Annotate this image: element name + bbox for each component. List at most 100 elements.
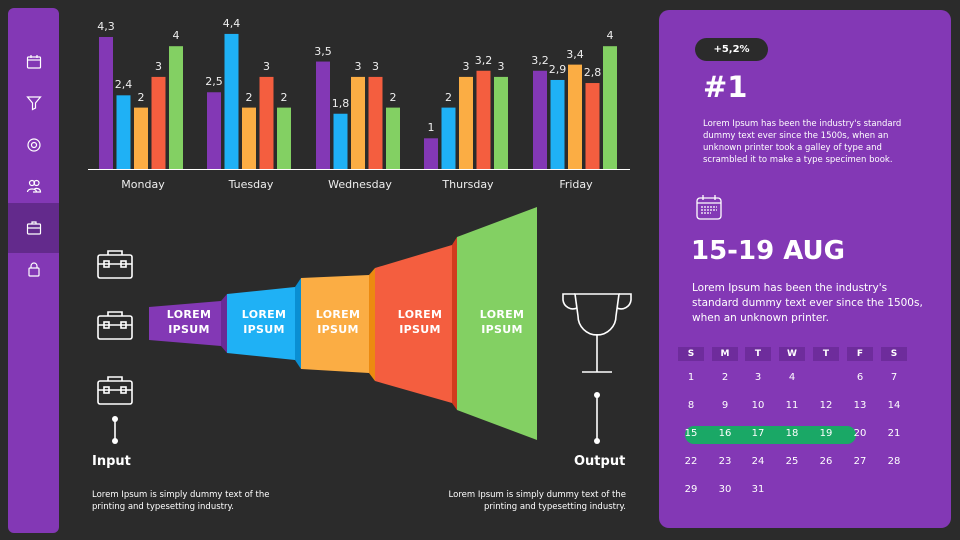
data-label: 4,3 bbox=[97, 19, 115, 33]
bar bbox=[277, 107, 291, 169]
data-label: 1,8 bbox=[331, 96, 350, 110]
x-tick-label: Tuesday bbox=[228, 178, 274, 191]
calendar-day[interactable]: 30 bbox=[718, 484, 732, 495]
calendar-day[interactable]: 6 bbox=[856, 372, 864, 383]
data-label: 2 bbox=[245, 90, 253, 104]
funnel-segment-2 bbox=[227, 287, 295, 360]
weekday-header: M bbox=[712, 347, 738, 361]
bar bbox=[134, 107, 148, 169]
funnel-label-3: LOREM IPSUM bbox=[315, 308, 361, 336]
calendar-icon bbox=[26, 55, 41, 69]
bar bbox=[259, 76, 274, 169]
data-label: 3 bbox=[354, 59, 362, 73]
calendar-day[interactable]: 11 bbox=[785, 400, 799, 411]
calendar-day[interactable]: 13 bbox=[853, 400, 867, 411]
calendar-day[interactable]: 28 bbox=[887, 456, 901, 467]
data-label: 2,8 bbox=[583, 66, 602, 80]
filter-icon bbox=[25, 96, 42, 111]
rank-description: Lorem Ipsum has been the industry's stan… bbox=[703, 119, 902, 165]
calendar-day[interactable]: 14 bbox=[887, 400, 901, 411]
calendar-day[interactable]: 27 bbox=[853, 456, 867, 467]
calendar-day[interactable]: 1 bbox=[687, 372, 695, 383]
data-label: 2 bbox=[280, 90, 288, 104]
calendar-day[interactable]: 7 bbox=[890, 372, 898, 383]
data-label: 2 bbox=[389, 90, 397, 104]
data-label: 4,4 bbox=[222, 16, 241, 30]
x-tick-label: Wednesday bbox=[328, 178, 392, 191]
calendar-day[interactable]: 24 bbox=[751, 456, 765, 467]
calendar-day[interactable]: 29 bbox=[684, 484, 698, 495]
sidebar bbox=[8, 8, 59, 533]
calendar-day[interactable]: 12 bbox=[819, 400, 833, 411]
funnel-segment-5 bbox=[457, 207, 537, 440]
bar bbox=[386, 107, 400, 169]
sidebar-item-lock[interactable] bbox=[8, 248, 59, 290]
briefcase-icon bbox=[97, 311, 133, 340]
calendar-day[interactable]: 2 bbox=[721, 372, 729, 383]
bar bbox=[368, 76, 383, 169]
calendar-day[interactable]: 4 bbox=[788, 372, 796, 383]
calendar-day[interactable]: 23 bbox=[718, 456, 732, 467]
calendar-day[interactable]: 19 bbox=[819, 428, 833, 439]
bar bbox=[169, 46, 183, 170]
trophy-icon bbox=[562, 293, 632, 373]
data-label: 3,5 bbox=[314, 44, 332, 58]
sidebar-item-briefcase[interactable] bbox=[8, 203, 59, 253]
bar bbox=[99, 36, 113, 169]
bar bbox=[533, 70, 547, 169]
calendar-day[interactable]: 25 bbox=[785, 456, 799, 467]
calendar-day[interactable]: 10 bbox=[751, 400, 765, 411]
output-description: Lorem Ipsum is simply dummy text of the p… bbox=[448, 490, 626, 512]
calendar-day[interactable]: 20 bbox=[853, 428, 867, 439]
bar bbox=[207, 92, 221, 169]
weekday-header: W bbox=[779, 347, 805, 361]
data-label: 2,9 bbox=[548, 62, 567, 76]
data-label: 3,2 bbox=[531, 53, 549, 67]
bar bbox=[476, 70, 491, 169]
calendar-day[interactable]: 17 bbox=[751, 428, 765, 439]
input-description: Lorem Ipsum is simply dummy text of the p… bbox=[92, 490, 270, 512]
calendar-day[interactable]: 31 bbox=[751, 484, 765, 495]
calendar-day[interactable]: 8 bbox=[687, 400, 695, 411]
data-label: 2,4 bbox=[114, 78, 133, 92]
data-label: 2 bbox=[445, 90, 452, 104]
calendar-day[interactable]: 18 bbox=[785, 428, 799, 439]
calendar-day[interactable]: 15 bbox=[684, 428, 698, 439]
calendar-day[interactable]: 26 bbox=[819, 456, 833, 467]
sidebar-item-filter[interactable] bbox=[8, 82, 59, 124]
funnel-label-5: LOREM IPSUM bbox=[479, 308, 525, 336]
calendar-day[interactable]: 22 bbox=[684, 456, 698, 467]
growth-badge: +5,2% bbox=[695, 38, 768, 61]
date-description: Lorem Ipsum has been the industry's stand… bbox=[692, 282, 923, 324]
bar bbox=[151, 76, 166, 169]
bar bbox=[242, 107, 256, 169]
sidebar-item-settings[interactable] bbox=[8, 124, 59, 166]
sidebar-item-users[interactable] bbox=[8, 165, 59, 207]
users-icon bbox=[26, 179, 41, 193]
funnel-segment-1 bbox=[149, 301, 221, 346]
bar bbox=[568, 64, 582, 169]
data-label: 2 bbox=[137, 90, 145, 104]
x-tick-label: Monday bbox=[121, 178, 165, 191]
bar bbox=[585, 83, 600, 169]
funnel-label-4: LOREM IPSUM bbox=[397, 308, 443, 336]
date-range: 15-19 AUG bbox=[691, 236, 845, 266]
data-label: 3 bbox=[263, 59, 270, 73]
sidebar-item-calendar[interactable] bbox=[8, 41, 59, 83]
briefcase-icon bbox=[97, 250, 133, 279]
calendar-day[interactable]: 3 bbox=[754, 372, 762, 383]
data-label: 3 bbox=[462, 59, 470, 73]
rank: #1 bbox=[703, 70, 748, 104]
calendar-day[interactable]: 16 bbox=[718, 428, 732, 439]
calendar-icon bbox=[696, 195, 722, 220]
bar bbox=[441, 107, 456, 169]
bar bbox=[316, 61, 330, 169]
bar bbox=[116, 95, 131, 169]
selected-range-highlight bbox=[685, 426, 856, 444]
calendar-day[interactable]: 21 bbox=[887, 428, 901, 439]
funnel-segment-4 bbox=[375, 245, 452, 403]
calendar-day[interactable]: 9 bbox=[721, 400, 729, 411]
weekday-header: S bbox=[678, 347, 704, 361]
briefcase-icon bbox=[26, 221, 41, 235]
x-tick-label: Friday bbox=[559, 178, 593, 191]
